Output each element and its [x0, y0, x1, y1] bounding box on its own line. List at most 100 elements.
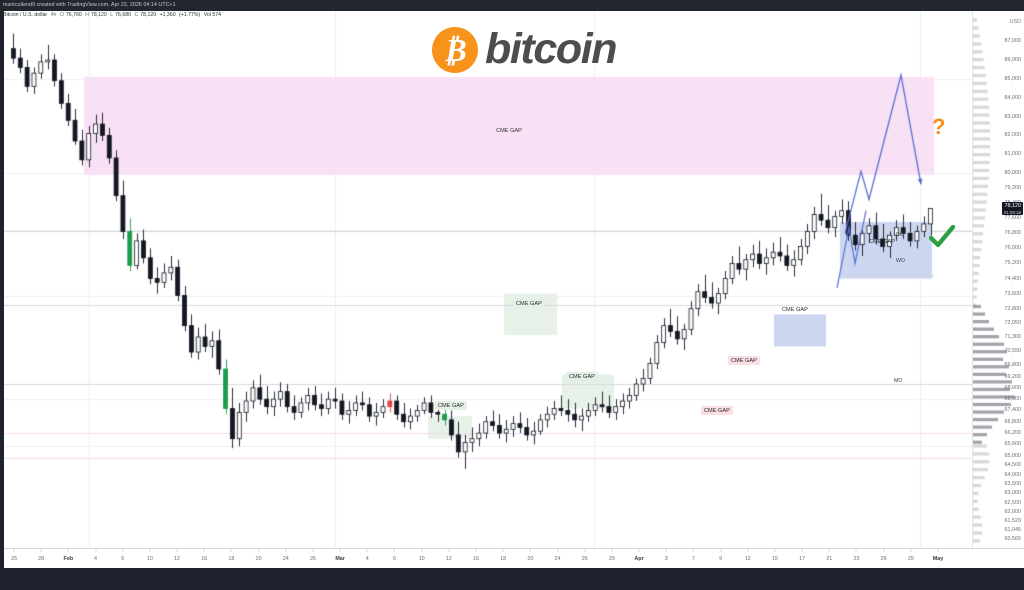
time-axis-tickmark [665, 549, 667, 552]
economic-event-marker[interactable]: ☺ [53, 548, 60, 549]
price-axis-tick: 65,000 [1004, 452, 1022, 459]
economic-event-marker[interactable]: ☺ [603, 548, 610, 549]
price-axis-tick: 63,500 [1004, 480, 1022, 487]
time-axis-tickmark [421, 549, 423, 552]
time-axis-month: May [932, 556, 944, 562]
question-mark-annotation: ? [932, 114, 946, 139]
economic-event-marker[interactable]: ☺ [872, 548, 879, 549]
bitcoin-coin-icon: ₿ [432, 26, 478, 73]
price-axis-tick: 62,000 [1004, 509, 1022, 516]
time-axis-tickmark [312, 549, 314, 552]
bitcoin-wordmark: bitcoin [485, 25, 618, 73]
time-axis[interactable]: 25 28 Feb 4 6 10 12 16 18 20 24 26 Mar 4 6 10 12 16 18 20 24… [4, 548, 1024, 568]
time-axis-tickmark [40, 549, 42, 552]
interval-label[interactable]: 4h [50, 12, 57, 18]
time-axis-tickmark [692, 549, 694, 552]
price-axis-tick: 61,045 [1004, 527, 1022, 534]
time-axis-tickmark [448, 549, 450, 552]
time-axis-tick: 24 [554, 556, 561, 562]
current-price-tag: 78,120 01:05:18 [1001, 202, 1023, 216]
price-axis-tick: 69,200 [1004, 373, 1022, 380]
price-axis-tick: 67,400 [1004, 407, 1022, 414]
time-axis-tickmark [67, 549, 69, 552]
time-axis-tick: 26 [880, 556, 887, 562]
high-label: H [85, 12, 89, 18]
chart-plot-area[interactable]: CME GAP CME GAP CME GAP CME GAP CME GAP … [4, 11, 972, 548]
open-label: O [59, 12, 64, 18]
price-axis-tick: 63,000 [1004, 490, 1022, 497]
time-axis-tick: 24 [282, 556, 289, 562]
time-axis-tick: 18 [500, 556, 507, 562]
time-axis-tickmark [720, 549, 722, 552]
time-axis-tick: 4 [94, 556, 98, 562]
low-value: 76,680 [115, 12, 132, 18]
time-axis-tick: 10 [146, 556, 153, 562]
price-axis-tick: 68,000 [1004, 396, 1022, 403]
time-axis-tick: 26 [581, 556, 588, 562]
cme-gap-tag-7: CME GAP [869, 238, 895, 245]
price-axis-tick: 72,800 [1004, 305, 1022, 312]
candlestick-canvas [4, 11, 972, 548]
cme-gap-tag-2: CME GAP [566, 372, 598, 381]
price-axis-tick: 77,600 [1004, 215, 1022, 222]
time-axis-tick: 20 [527, 556, 534, 562]
high-value: 78,120 [90, 12, 107, 18]
time-axis-tickmark [366, 549, 368, 552]
cme-gap-tag-4: CME GAP [701, 406, 733, 415]
price-axis-tick: 64,500 [1004, 462, 1022, 469]
time-axis-tickmark [95, 549, 97, 552]
time-axis-tickmark [937, 549, 939, 552]
close-label: C [134, 12, 139, 18]
time-axis-tickmark [502, 549, 504, 552]
open-value: 76,760 [65, 12, 82, 18]
time-axis-tickmark [176, 549, 178, 552]
footer-bar: TradingView [0, 568, 1024, 590]
price-axis-tick: 69,800 [1004, 362, 1022, 369]
time-axis-tick: 29 [907, 556, 914, 562]
price-axis-tick: 80,000 [1004, 170, 1022, 177]
price-axis-tick: 72,050 [1004, 319, 1022, 326]
change-value: +1,360 [159, 12, 176, 18]
attribution-bar: markcullend9 created with TradingView.co… [0, 0, 1024, 11]
time-axis-tick: 12 [445, 556, 452, 562]
time-axis-tick: 6 [392, 556, 396, 562]
time-axis-month: Mar [335, 556, 345, 562]
daily-open-label: DO [896, 232, 904, 238]
time-axis-tick: 6 [121, 556, 125, 562]
price-axis-tick: 70,550 [1004, 348, 1022, 355]
time-axis-tickmark [258, 549, 260, 552]
cme-gap-tag-5: CME GAP [728, 356, 760, 365]
low-label: L [110, 12, 114, 18]
time-axis-tickmark [285, 549, 287, 552]
change-percent: (+1.77%) [179, 12, 201, 18]
time-axis-tickmark [122, 549, 124, 552]
price-axis-tick: 66,200 [1004, 430, 1022, 437]
time-axis-tickmark [149, 549, 151, 552]
price-axis-tick: 60,565 [1004, 536, 1022, 543]
price-axis-tick: 86,000 [1004, 56, 1022, 63]
weekly-open-label: WO [896, 258, 905, 264]
symbol-legend[interactable]: Bitcoin / U.S. dollar 4h O 76,760 H 78,120… [0, 11, 1024, 20]
price-axis-tick: 79,200 [1004, 185, 1022, 192]
volume-profile-canvas [973, 11, 1024, 548]
economic-event-marker[interactable]: ☺ [329, 548, 336, 549]
price-axis-tick: 81,000 [1004, 151, 1022, 158]
time-axis-tickmark [393, 549, 395, 552]
symbol-name[interactable]: Bitcoin / U.S. dollar [3, 12, 48, 18]
time-axis-tick: 16 [201, 556, 208, 562]
time-axis-tick: 15 [771, 556, 778, 562]
attribution-text: markcullend9 created with TradingView.co… [3, 2, 176, 8]
time-axis-tick: 10 [418, 556, 425, 562]
price-axis-tick: 84,000 [1004, 94, 1022, 101]
time-axis-tick: 23 [853, 556, 860, 562]
time-axis-tickmark [584, 549, 586, 552]
time-axis-tick: 16 [473, 556, 479, 562]
time-axis-tickmark [747, 549, 749, 552]
time-axis-tickmark [230, 549, 232, 552]
bar-countdown: 01:05:18 [1003, 210, 1021, 216]
price-axis[interactable]: USD 87,000 86,000 85,000 84,000 83,000 82,000 8… [972, 11, 1024, 548]
time-axis-tick: 12 [744, 556, 751, 562]
time-axis-tick: 28 [38, 556, 45, 562]
cme-gap-tag-1: CME GAP [435, 401, 467, 410]
price-axis-tick: 66,800 [1004, 418, 1022, 425]
